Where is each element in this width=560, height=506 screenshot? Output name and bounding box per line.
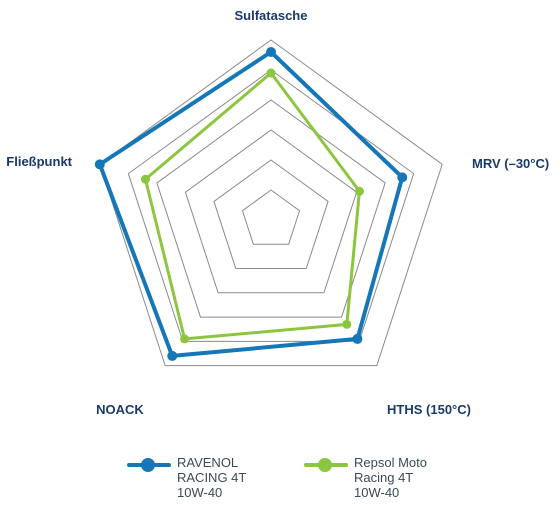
series-layer — [94, 47, 408, 361]
legend: RAVENOL RACING 4T 10W-40 Repsol Moto Rac… — [0, 455, 560, 506]
legend-label-line: RAVENOL — [177, 455, 239, 470]
legend-swatch-repsol — [304, 455, 348, 473]
grid-ring — [184, 129, 358, 294]
axis-label: MRV (–30°C) — [472, 156, 549, 171]
grid-ring — [213, 159, 329, 270]
legend-label-line: 10W-40 — [354, 485, 400, 500]
legend-dot-ravenol — [141, 458, 155, 472]
data-point — [266, 47, 276, 57]
data-point — [266, 68, 276, 78]
data-point — [342, 319, 352, 329]
data-point — [167, 350, 178, 361]
series-ravenol — [94, 47, 408, 361]
radar-chart: Sulfatasche MRV (–30°C) HTHS (150°C) NOACK F… — [6, 8, 549, 417]
grid-ring — [156, 99, 386, 318]
axis-labels: Sulfatasche MRV (–30°C) HTHS (150°C) NOACK F… — [6, 8, 549, 417]
legend-item-repsol: Repsol Moto Racing 4T 10W-40 — [304, 455, 464, 500]
axis-label: HTHS (150°C) — [387, 402, 471, 417]
legend-dot-repsol — [318, 458, 332, 472]
data-point — [180, 334, 190, 344]
grid-ring — [241, 189, 301, 245]
series-line — [97, 50, 405, 358]
data-point — [397, 172, 408, 183]
legend-label-line: Repsol Moto — [354, 455, 427, 470]
legend-label-line: RACING 4T — [177, 470, 247, 485]
series-line — [143, 71, 361, 341]
grid-ring — [127, 69, 415, 342]
legend-label-ravenol: RAVENOL RACING 4T 10W-40 — [177, 455, 287, 500]
legend-label-line: 10W-40 — [177, 485, 223, 500]
data-point — [94, 159, 105, 170]
legend-swatch-ravenol — [127, 455, 171, 473]
legend-label-line: Racing 4T — [354, 470, 414, 485]
legend-item-ravenol: RAVENOL RACING 4T 10W-40 — [127, 455, 287, 500]
axis-label: Sulfatasche — [235, 8, 308, 23]
axis-label: Fließpunkt — [6, 154, 72, 169]
data-point — [352, 333, 363, 344]
data-point — [354, 186, 364, 196]
data-point — [140, 174, 150, 184]
legend-label-repsol: Repsol Moto Racing 4T 10W-40 — [354, 455, 464, 500]
series-repsol — [140, 68, 364, 344]
axis-label: NOACK — [96, 402, 144, 417]
